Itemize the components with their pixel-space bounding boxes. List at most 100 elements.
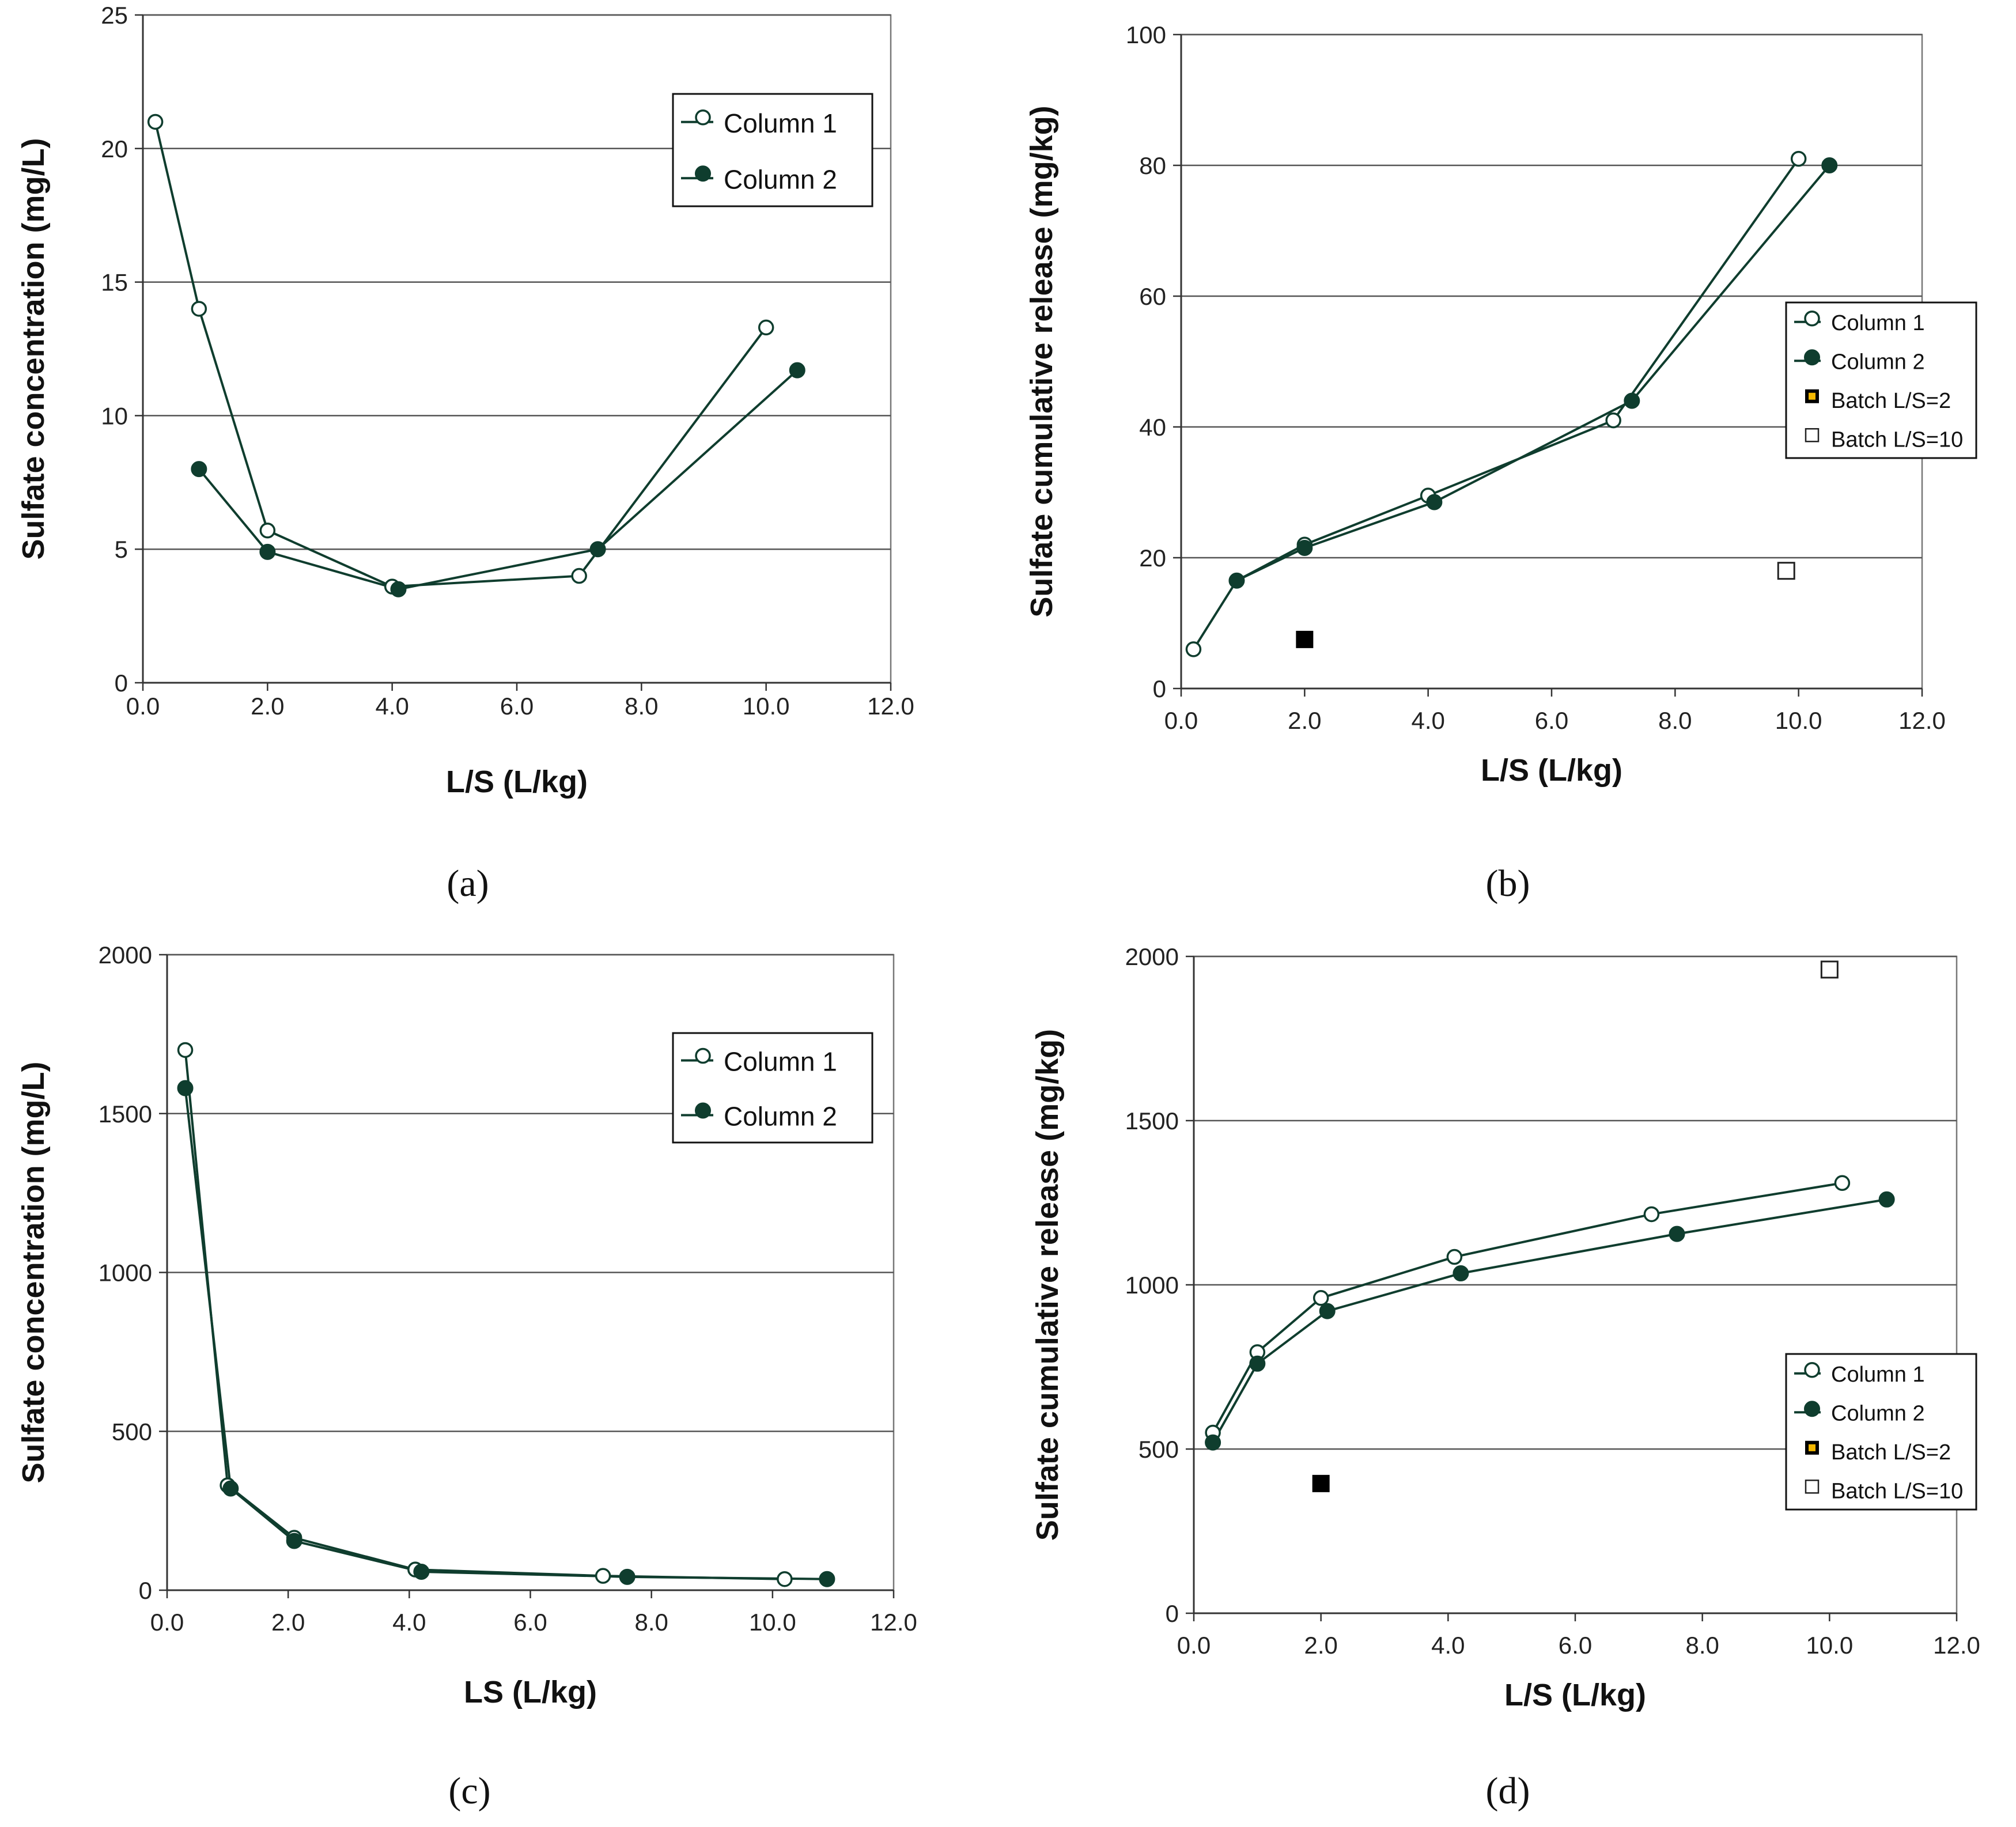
ytick-label-a: 0 bbox=[115, 669, 128, 697]
ytick-label-a: 10 bbox=[101, 402, 128, 429]
ytick-label-d: 2000 bbox=[1125, 943, 1179, 970]
data-point-c-1 bbox=[413, 1564, 430, 1580]
data-point-a-1 bbox=[191, 461, 207, 478]
data-point-d-1 bbox=[1669, 1225, 1685, 1242]
panel-label-a: (a) bbox=[447, 863, 489, 905]
series-line-b-1 bbox=[1236, 164, 1830, 582]
panel-label-b: (b) bbox=[1486, 863, 1530, 905]
panel-label-c: (c) bbox=[448, 1770, 490, 1812]
data-point-c-0 bbox=[595, 1568, 611, 1584]
ytick-label-b: 0 bbox=[1153, 675, 1166, 702]
series-line-b-0 bbox=[1192, 158, 1800, 650]
data-point-b-0 bbox=[1605, 412, 1621, 429]
y-axis-title-d: Sulfate cumulative release (mg/kg) bbox=[1030, 1029, 1065, 1541]
legend-marker-d bbox=[1804, 1362, 1820, 1378]
data-point-b-1 bbox=[1821, 157, 1838, 173]
legend-label-b: Column 1 bbox=[1831, 311, 1925, 335]
y-axis-title-b: Sulfate cumulative release (mg/kg) bbox=[1024, 105, 1059, 617]
data-point-a-1 bbox=[390, 581, 407, 597]
x-axis-title-d: L/S (L/kg) bbox=[1504, 1678, 1646, 1712]
data-point-b-1 bbox=[1228, 572, 1245, 589]
data-point-a-0 bbox=[259, 522, 276, 539]
data-point-a-0 bbox=[758, 319, 774, 336]
data-point-b-1 bbox=[1624, 392, 1640, 409]
xtick-label-d: 12.0 bbox=[1933, 1632, 1980, 1659]
legend-a: Column 1 Column 2 bbox=[672, 93, 873, 207]
ytick-label-b: 100 bbox=[1126, 21, 1166, 48]
ytick-label-b: 60 bbox=[1139, 283, 1166, 310]
ytick-label-c: 0 bbox=[139, 1577, 152, 1604]
data-point-d-3 bbox=[1820, 960, 1839, 979]
chart-b: 0 20 40 60 80 100 0.0 2.0 4.0 6.0 8.0 10.0 12.0 L/S (… bbox=[1024, 21, 1977, 905]
xtick-label-c: 10.0 bbox=[749, 1609, 796, 1636]
data-point-d-1 bbox=[1319, 1303, 1336, 1319]
legend-label-a: Column 2 bbox=[724, 164, 837, 194]
data-point-a-1 bbox=[589, 541, 606, 558]
chart-c: 0 500 1000 1500 2000 0.0 2.0 4.0 6.0 8.0 10.0 12.0 L… bbox=[16, 941, 917, 1812]
data-point-b-2 bbox=[1296, 630, 1314, 648]
xtick-label-b: 6.0 bbox=[1535, 707, 1568, 734]
xtick-label-b: 12.0 bbox=[1898, 707, 1946, 734]
xtick-label-d: 4.0 bbox=[1431, 1632, 1465, 1659]
ytick-label-d: 1500 bbox=[1125, 1107, 1179, 1134]
data-point-b-3 bbox=[1777, 562, 1795, 580]
data-point-b-0 bbox=[1185, 641, 1202, 657]
xtick-label-b: 2.0 bbox=[1288, 707, 1321, 734]
xtick-label-a: 2.0 bbox=[251, 693, 284, 720]
data-point-d-0 bbox=[1643, 1206, 1660, 1223]
data-point-d-1 bbox=[1878, 1191, 1895, 1208]
data-point-d-1 bbox=[1205, 1434, 1221, 1451]
xtick-label-d: 0.0 bbox=[1177, 1632, 1211, 1659]
xtick-label-a: 0.0 bbox=[126, 693, 160, 720]
x-axis-title-b: L/S (L/kg) bbox=[1481, 753, 1622, 788]
xtick-label-a: 8.0 bbox=[625, 693, 658, 720]
legend-marker-b bbox=[1805, 428, 1820, 442]
legend-marker-b bbox=[1805, 389, 1819, 403]
data-point-d-2 bbox=[1312, 1474, 1330, 1492]
legend-marker-a bbox=[695, 165, 711, 182]
xtick-label-a: 4.0 bbox=[375, 693, 409, 720]
data-point-c-1 bbox=[619, 1568, 636, 1585]
series-line-a-1 bbox=[198, 369, 799, 591]
xtick-label-b: 10.0 bbox=[1775, 707, 1822, 734]
ytick-label-d: 0 bbox=[1166, 1600, 1179, 1627]
data-point-d-1 bbox=[1249, 1355, 1266, 1372]
data-point-d-0 bbox=[1446, 1249, 1463, 1265]
xtick-label-a: 12.0 bbox=[867, 693, 914, 720]
legend-label-d: Column 2 bbox=[1831, 1401, 1925, 1425]
data-point-c-1 bbox=[286, 1533, 302, 1549]
xtick-label-c: 4.0 bbox=[392, 1609, 426, 1636]
data-point-a-0 bbox=[147, 114, 164, 130]
ytick-label-c: 1500 bbox=[99, 1100, 152, 1128]
panel-label-d: (d) bbox=[1486, 1770, 1530, 1812]
legend-b: Column 1 Column 2 Batch L/S=2 Batch L/S=10 bbox=[1785, 301, 1977, 459]
data-point-c-1 bbox=[819, 1571, 835, 1587]
ytick-label-a: 25 bbox=[101, 2, 128, 29]
legend-marker-b bbox=[1804, 311, 1820, 327]
y-axis-title-a: Sulfate concentration (mg/L) bbox=[16, 138, 51, 559]
series-line-a-0 bbox=[154, 121, 767, 588]
legend-label-c: Column 2 bbox=[724, 1102, 837, 1132]
series-line-c-1 bbox=[184, 1088, 827, 1580]
xtick-label-c: 6.0 bbox=[513, 1609, 547, 1636]
y-axis-title-c: Sulfate concentration (mg/L) bbox=[16, 1061, 51, 1483]
legend-label-d: Column 1 bbox=[1831, 1363, 1925, 1387]
legend-label-d: Batch L/S=2 bbox=[1831, 1440, 1951, 1465]
xtick-label-b: 0.0 bbox=[1164, 707, 1198, 734]
ytick-label-c: 500 bbox=[112, 1418, 152, 1445]
data-point-a-1 bbox=[789, 362, 805, 379]
legend-d: Column 1 Column 2 Batch L/S=2 Batch L/S=10 bbox=[1785, 1353, 1977, 1511]
ytick-label-c: 1000 bbox=[99, 1259, 152, 1287]
ytick-label-a: 15 bbox=[101, 269, 128, 296]
legend-marker-c bbox=[695, 1047, 711, 1064]
xtick-label-c: 2.0 bbox=[271, 1609, 305, 1636]
xtick-label-d: 2.0 bbox=[1304, 1632, 1337, 1659]
legend-label-b: Column 2 bbox=[1831, 350, 1925, 374]
legend-marker-d bbox=[1805, 1480, 1820, 1494]
ytick-label-b: 20 bbox=[1139, 544, 1166, 572]
legend-label-b: Batch L/S=2 bbox=[1831, 389, 1951, 413]
data-point-b-0 bbox=[1790, 150, 1807, 167]
data-point-c-1 bbox=[177, 1080, 194, 1096]
data-point-c-0 bbox=[777, 1571, 793, 1587]
